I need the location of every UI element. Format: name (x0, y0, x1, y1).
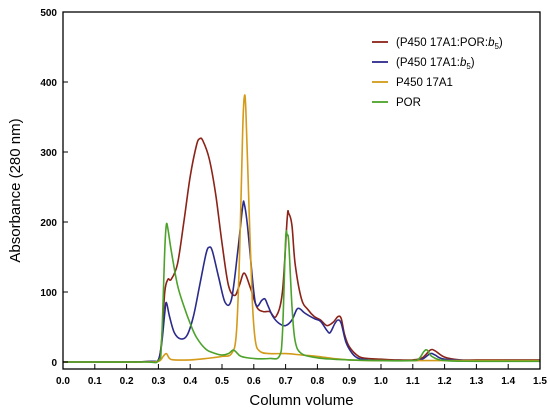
series-line-4 (62, 222, 541, 364)
x-tick-label: 0.1 (88, 376, 102, 387)
y-tick-label: 0 (51, 358, 57, 369)
x-tick-label: 0.7 (279, 376, 293, 387)
legend-label: POR (396, 97, 421, 109)
y-tick-label: 400 (40, 78, 57, 89)
x-tick-label: 1.3 (469, 376, 483, 387)
x-tick-label: 0.5 (215, 376, 229, 387)
series-line-2 (62, 200, 540, 363)
y-tick-label: 500 (40, 8, 57, 19)
x-tick-label: 0.8 (310, 376, 324, 387)
y-axis-title: Absorbance (280 nm) (7, 118, 24, 262)
series-line-1 (62, 137, 540, 363)
legend-label: (P450 17A1:POR:b5) (396, 37, 503, 51)
y-tick-label: 100 (40, 288, 57, 299)
x-tick-label: 0.3 (151, 376, 165, 387)
x-tick-label: 0.2 (120, 376, 134, 387)
y-tick-label: 200 (40, 218, 57, 229)
x-tick-label: 0.6 (247, 376, 261, 387)
x-tick-label: 1.4 (501, 376, 515, 387)
x-tick-label: 1.1 (406, 376, 420, 387)
x-tick-label: 1.2 (438, 376, 452, 387)
y-axis: 0 100 200 300 400 500 (40, 8, 68, 369)
x-tick-label: 0.4 (183, 376, 197, 387)
x-tick-label: 0.0 (56, 376, 70, 387)
x-axis: 0.0 0.1 0.2 0.3 0.4 0.5 0.6 0.7 0.8 0.9 1.0 1.1 1.2 1… (56, 364, 547, 387)
x-axis-title: Column volume (249, 392, 353, 409)
legend-label: P450 17A1 (396, 77, 453, 89)
legend-label: (P450 17A1:b5) (396, 57, 475, 71)
y-tick-label: 300 (40, 148, 57, 159)
x-tick-label: 0.9 (342, 376, 356, 387)
plot-frame (62, 11, 541, 370)
series-lines (62, 94, 541, 364)
x-tick-label: 1.0 (374, 376, 388, 387)
series-line-3 (62, 94, 540, 363)
x-tick-label: 1.5 (533, 376, 547, 387)
legend: (P450 17A1:POR:b5) (P450 17A1:b5) P450 17A… (372, 37, 503, 109)
